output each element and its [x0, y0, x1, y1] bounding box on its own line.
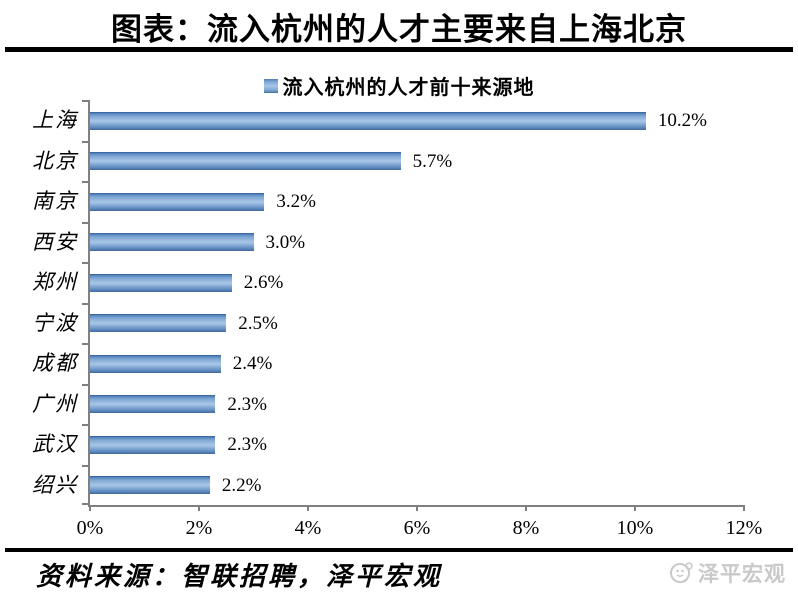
value-label: 2.5%	[238, 312, 278, 334]
value-label: 2.4%	[232, 353, 273, 375]
value-label: 2.3%	[227, 434, 267, 456]
y-axis-tick	[82, 383, 88, 386]
legend-label: 流入杭州的人才前十来源地	[282, 77, 535, 99]
source-note: 资料来源：智联招聘，泽平宏观	[36, 562, 443, 591]
plot-area: 10.2% 5.7% 3.2% 3.0% 2.6% 2.5% 2.4% 2.3% 2.3% 2.2…	[77, 100, 762, 539]
bar-4	[90, 233, 254, 252]
bar-6	[90, 314, 227, 333]
x-axis-label: 0%	[76, 517, 104, 539]
value-label: 2.3%	[227, 393, 267, 415]
x-axis-tick	[89, 505, 91, 511]
x-axis-tick	[525, 505, 527, 511]
bar-chart: 10.2% 5.7% 3.2% 3.0% 2.6% 2.5% 2.4% 2.3% 2.3% 2.2…	[0, 100, 798, 545]
bar-8	[90, 395, 216, 414]
value-label: 2.6%	[243, 272, 284, 294]
category-label: 北京	[32, 148, 78, 173]
value-label: 5.7%	[412, 150, 453, 172]
y-axis-tick	[82, 343, 88, 345]
watermark-label: 泽平宏观	[698, 562, 786, 586]
x-axis-label: 12%	[725, 517, 763, 539]
x-axis-tick	[198, 505, 200, 511]
brand-watermark: 泽平宏观	[668, 558, 786, 588]
y-axis-tick	[82, 221, 88, 224]
x-axis-label: 4%	[294, 517, 322, 539]
value-label: 2.2%	[221, 474, 262, 496]
top-divider	[5, 47, 793, 52]
bottom-divider	[5, 548, 793, 552]
y-axis-tick	[82, 464, 88, 467]
x-axis-label: 8%	[512, 517, 540, 539]
bar-2	[90, 152, 401, 171]
y-axis-tick	[82, 100, 88, 102]
page-title: 图表：流入杭州的人才主要来自上海北京	[111, 12, 687, 47]
y-axis-tick	[82, 424, 88, 426]
category-label: 上海	[32, 108, 78, 133]
category-label: 郑州	[32, 270, 78, 295]
legend-swatch-icon	[263, 78, 278, 93]
x-axis-tick	[416, 505, 418, 511]
value-label: 10.2%	[657, 110, 707, 132]
y-axis-tick	[82, 302, 88, 305]
chart-legend: 流入杭州的人才前十来源地	[0, 71, 798, 100]
y-axis-tick	[82, 503, 88, 505]
y-axis-tick	[82, 181, 88, 183]
category-label: 广州	[32, 391, 78, 416]
value-label: 3.0%	[265, 231, 306, 253]
bar-7	[90, 354, 221, 373]
x-axis-label: 10%	[616, 517, 654, 539]
category-label: 西安	[32, 229, 78, 254]
category-label: 宁波	[32, 310, 78, 335]
x-axis-tick	[743, 505, 745, 511]
category-label: 绍兴	[32, 472, 78, 497]
category-label: 南京	[32, 189, 78, 214]
chat-bubble-face-icon	[668, 561, 694, 585]
y-axis-tick	[82, 140, 88, 143]
bar-9	[90, 435, 216, 454]
x-axis-tick	[634, 505, 636, 511]
bar-1	[90, 111, 646, 130]
bar-5	[90, 273, 232, 292]
bar-10	[90, 476, 210, 495]
x-axis-label: 6%	[403, 517, 431, 539]
x-axis-label: 2%	[185, 517, 213, 539]
x-axis-tick	[307, 505, 309, 511]
category-label: 武汉	[32, 432, 78, 457]
category-label: 成都	[32, 351, 78, 376]
y-axis-tick	[82, 262, 88, 264]
value-label: 3.2%	[276, 191, 316, 213]
bar-3	[90, 192, 265, 211]
